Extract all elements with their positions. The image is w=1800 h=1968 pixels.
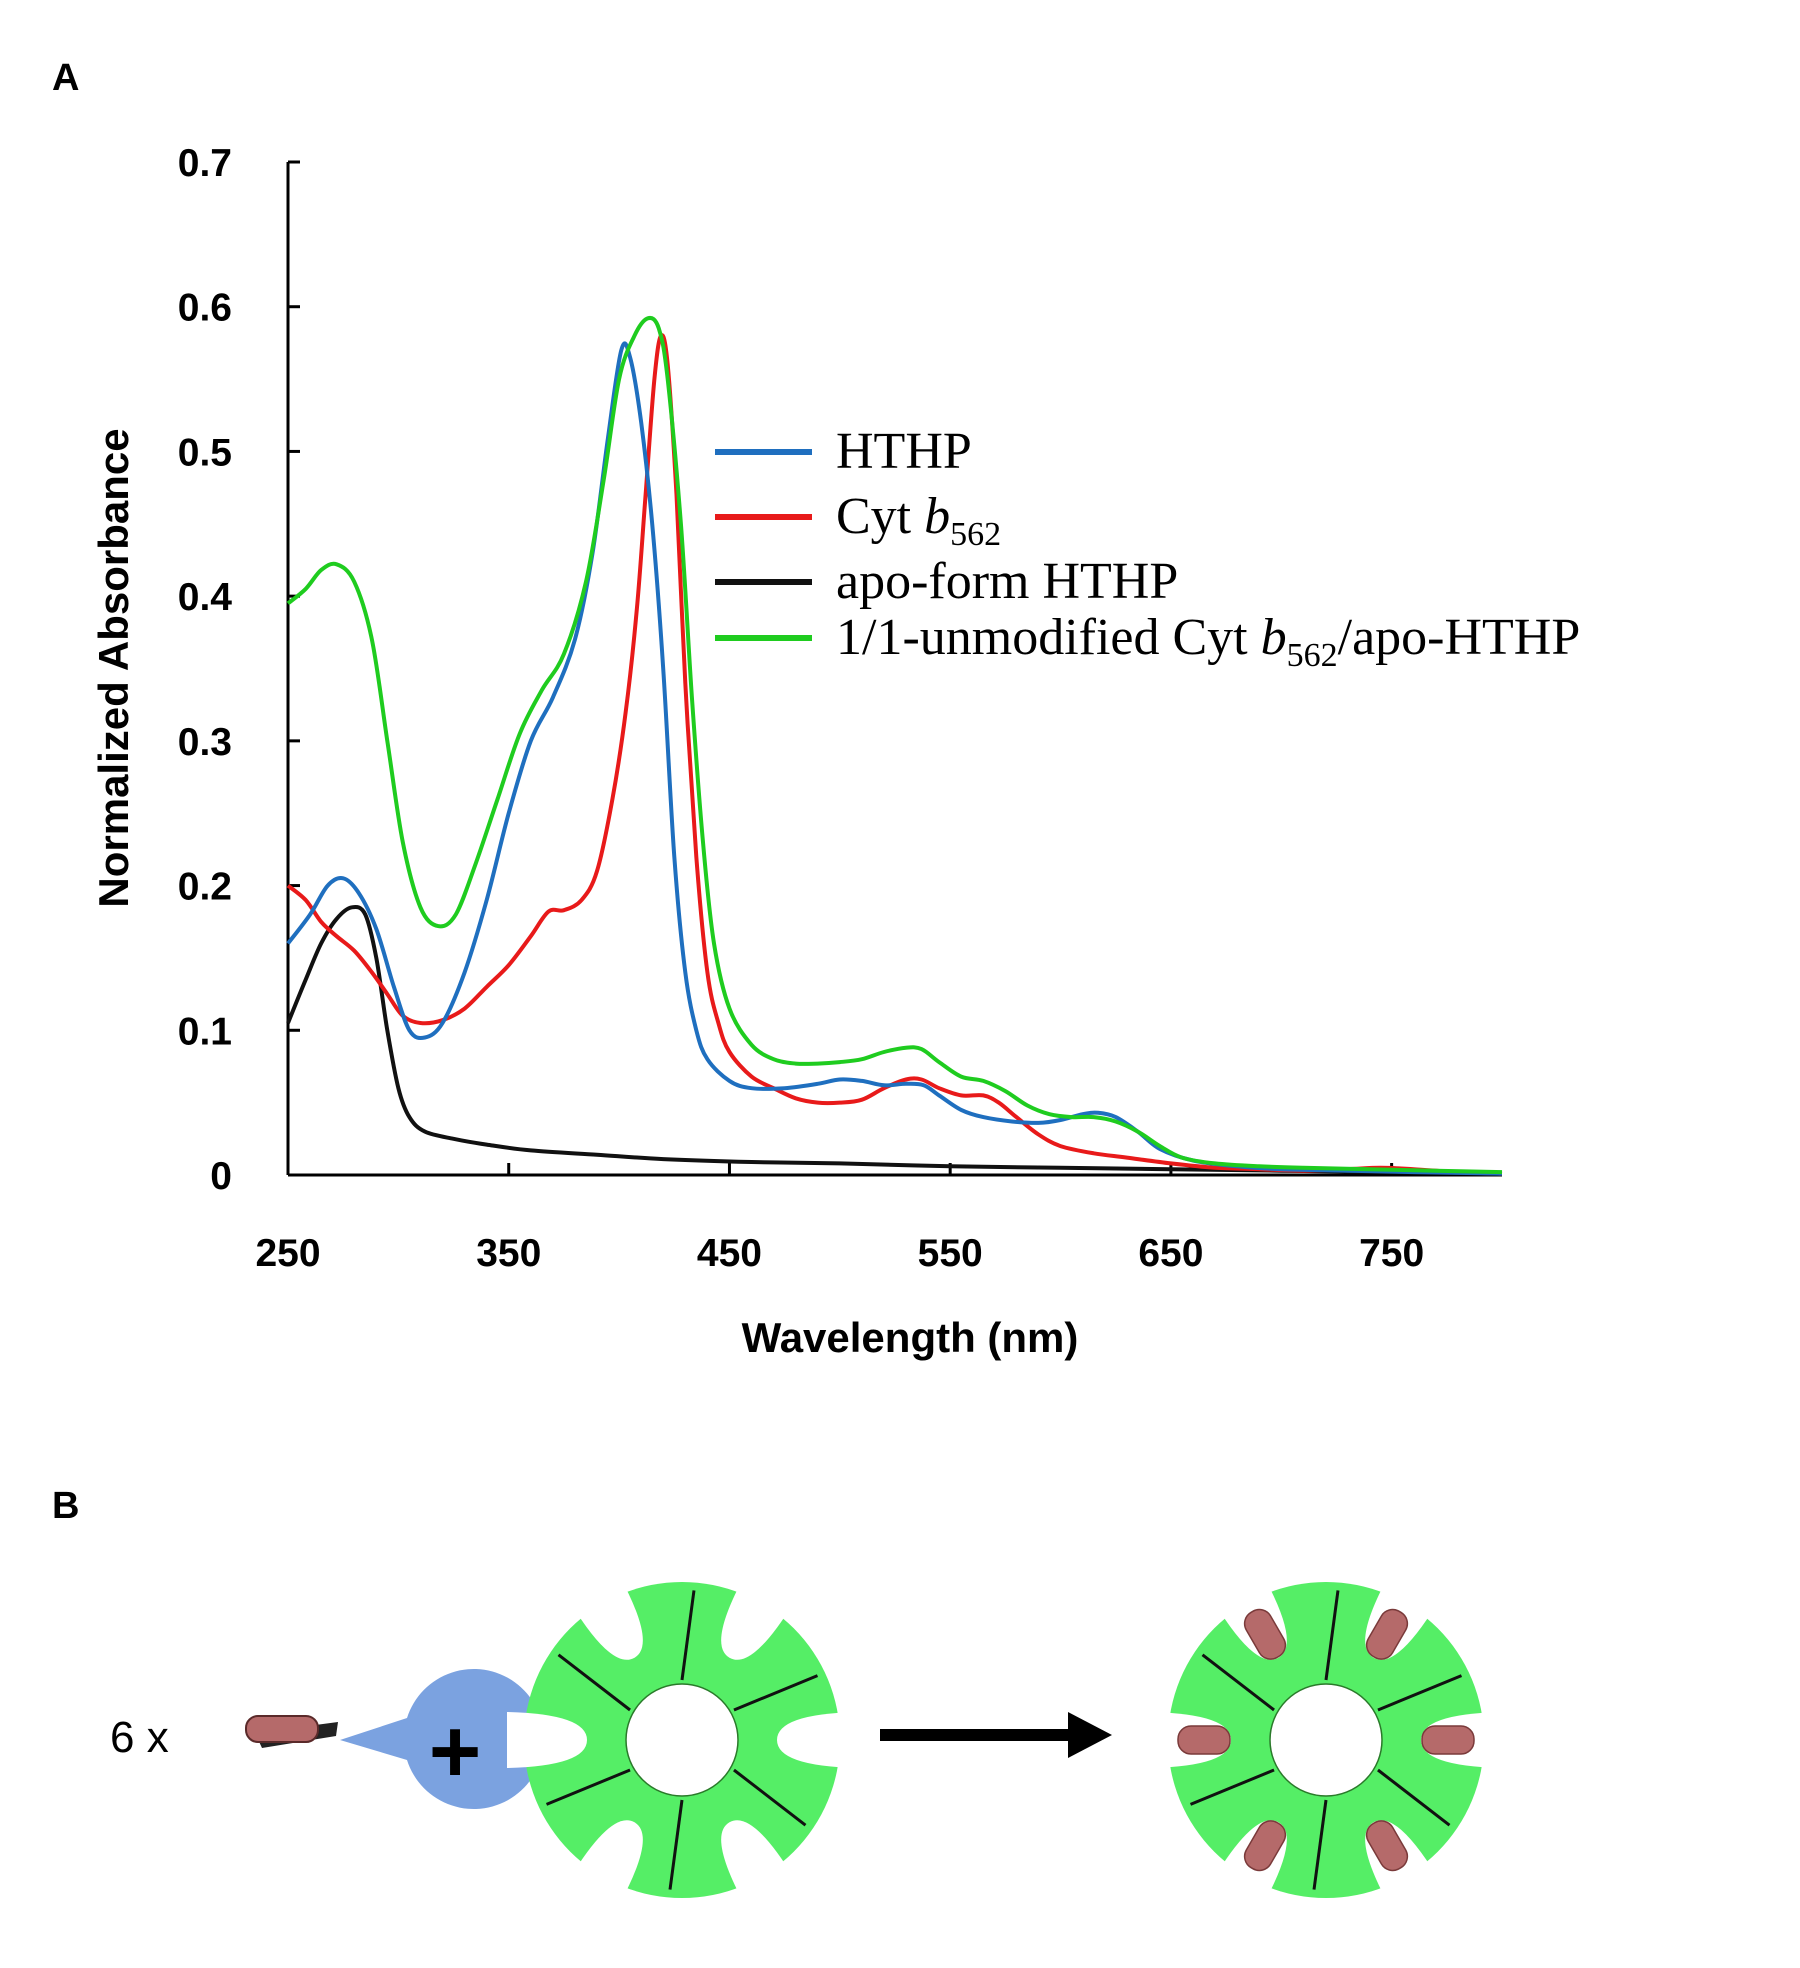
y-tick-label: 0.3 — [178, 721, 232, 764]
bound-heme-icon — [1365, 1820, 1409, 1872]
binding-notch — [721, 1574, 794, 1660]
heme-icon — [245, 1715, 319, 1743]
bound-heme-icon — [1365, 1608, 1409, 1660]
multiplier-label: 6 x — [110, 1713, 169, 1762]
y-tick-label: 0.4 — [178, 576, 233, 619]
cyt-b562-protein — [245, 1669, 544, 1809]
subunit-divider — [680, 1590, 696, 1681]
bound-heme-icon — [1421, 1725, 1475, 1755]
subunit-divider — [1189, 1768, 1275, 1806]
subunit-divider — [1324, 1590, 1340, 1681]
ring-center-hole — [625, 1683, 739, 1797]
series-line-mix — [286, 315, 1503, 1175]
subunit-divider — [1312, 1799, 1328, 1890]
subunit-divider — [1377, 1768, 1451, 1827]
legend: HTHP Cyt b562 apo-form HTHP 1/1-unmodifi… — [715, 423, 1580, 674]
subunit-divider — [545, 1768, 631, 1806]
legend-label-mix: 1/1-unmodified Cyt b562/apo-HTHP — [836, 609, 1580, 674]
legend-label-cyt: Cyt b562 — [836, 488, 1001, 553]
y-tick-label: 0.5 — [178, 431, 232, 474]
absorbance-chart: 0 0.1 0.2 0.3 0.4 0.5 0.6 0.7 250 350 450 550 650 75… — [90, 142, 1580, 1361]
subunit-divider — [1377, 1674, 1463, 1712]
subunit-divider — [733, 1674, 819, 1712]
series-line-apo — [286, 904, 1503, 1176]
series-line-cyt — [286, 333, 1503, 1176]
series-lines — [286, 315, 1503, 1176]
protein-body-shape — [340, 1669, 544, 1809]
x-axis-title: Wavelength (nm) — [742, 1314, 1079, 1361]
binding-notch — [570, 1574, 643, 1660]
binding-notch — [777, 1712, 857, 1768]
y-tick-label: 0.2 — [178, 866, 232, 909]
assembly-schematic: 6 x + — [110, 1574, 1501, 1906]
plus-symbol: + — [429, 1702, 482, 1802]
holo-hthp-ring — [1151, 1574, 1501, 1906]
reaction-arrow — [880, 1712, 1112, 1758]
legend-cyt-main: Cyt — [836, 488, 924, 545]
legend-mix-italic: b — [1261, 609, 1287, 666]
legend-cyt-sub: 562 — [950, 516, 1001, 553]
x-tick-label: 650 — [1138, 1232, 1203, 1275]
y-tick-label: 0.1 — [178, 1010, 232, 1053]
x-tick-label: 350 — [476, 1232, 541, 1275]
y-tick-label: 0.7 — [178, 142, 232, 185]
subunit-divider — [557, 1653, 631, 1712]
binding-notch — [507, 1712, 587, 1768]
subunit-divider — [733, 1768, 807, 1827]
subunit-divider — [668, 1799, 684, 1890]
subunit-divider — [1201, 1653, 1275, 1712]
x-ticks: 250 350 450 550 650 750 — [255, 1163, 1424, 1275]
y-tick-label: 0 — [210, 1155, 232, 1198]
legend-mix-sub: 562 — [1287, 637, 1338, 674]
binding-notch — [570, 1820, 643, 1906]
legend-label-hthp: HTHP — [836, 423, 972, 480]
bound-heme-icon — [1177, 1725, 1231, 1755]
chart-axes — [286, 162, 1502, 1177]
legend-cyt-italic: b — [924, 488, 950, 545]
series-line-hthp — [286, 341, 1503, 1176]
panel-a-label: A — [52, 57, 79, 99]
x-tick-label: 250 — [255, 1232, 320, 1275]
ring-center-hole — [1269, 1683, 1383, 1797]
panel-b-label: B — [52, 1485, 79, 1527]
legend-mix-tail: /apo-HTHP — [1338, 609, 1581, 666]
legend-mix-main: 1/1-unmodified Cyt — [836, 609, 1261, 666]
bound-heme-icon — [1243, 1608, 1287, 1660]
binding-notch — [721, 1820, 794, 1906]
apo-hthp-ring — [507, 1574, 857, 1906]
x-tick-label: 450 — [697, 1232, 762, 1275]
y-ticks: 0 0.1 0.2 0.3 0.4 0.5 0.6 0.7 — [178, 142, 300, 1198]
arrow-head — [1068, 1712, 1112, 1758]
x-tick-label: 750 — [1359, 1232, 1424, 1275]
legend-label-apo: apo-form HTHP — [836, 553, 1178, 610]
y-tick-label: 0.6 — [178, 287, 232, 330]
y-axis-title: Normalized Absorbance — [90, 428, 137, 907]
x-tick-label: 550 — [918, 1232, 983, 1275]
bound-heme-icon — [1243, 1820, 1287, 1872]
